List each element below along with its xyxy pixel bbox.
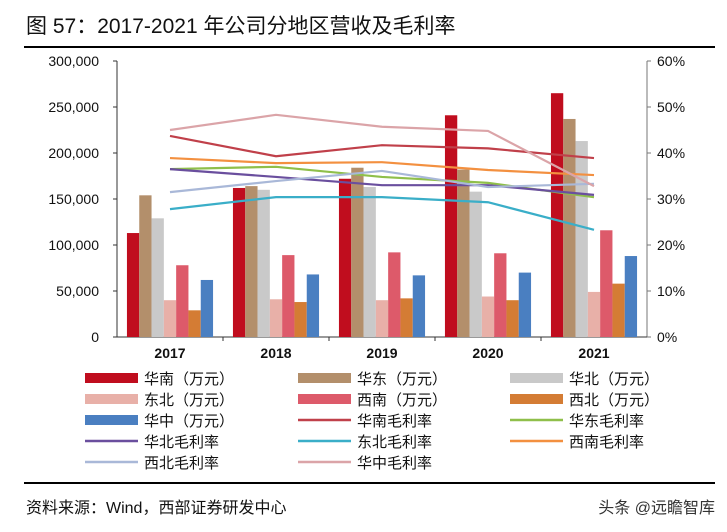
figure-title: 图 57：2017-2021 年公司分地区营收及毛利率 (26, 15, 456, 38)
right-tick-label: 20% (657, 237, 685, 253)
legend-label: 华南（万元） (144, 371, 234, 388)
bar-2018-4 (282, 255, 295, 337)
bar-2017-6 (200, 279, 214, 337)
bar-2018-5 (294, 302, 307, 337)
bar-2020-2 (469, 191, 482, 337)
x-tick-label: 2021 (578, 345, 609, 361)
chart-svg: 0 50,000 100,000 150,000 200,000 250,000 300,0… (48, 53, 685, 472)
legend-swatch (510, 373, 563, 383)
x-tick-label: 2018 (260, 345, 291, 361)
bar-2019-0 (338, 178, 352, 337)
bar-2021-6 (624, 256, 638, 337)
legend-label: 华东毛利率 (569, 413, 644, 430)
bar-2020-6 (518, 272, 532, 337)
right-tick-label: 60% (657, 53, 685, 69)
x-tick-label: 2020 (472, 345, 503, 361)
legend-label: 西北毛利率 (144, 455, 219, 472)
right-tick-label: 10% (657, 283, 685, 299)
bar-2021-1 (563, 118, 576, 338)
legend-label: 华东（万元） (357, 371, 447, 388)
left-tick-label: 200,000 (48, 145, 99, 161)
legend-label: 华南毛利率 (357, 413, 432, 430)
bar-2021-0 (550, 93, 564, 337)
bar-2021-2 (575, 141, 588, 337)
legend-label: 华中毛利率 (357, 455, 432, 472)
bar-2019-1 (351, 167, 364, 337)
legend-label: 东北毛利率 (357, 434, 432, 451)
legend-label: 西南毛利率 (569, 434, 644, 451)
legend-swatch (298, 373, 351, 383)
legend-label: 华北毛利率 (144, 434, 219, 451)
watermark: 头条 @远瞻智库 (598, 500, 715, 517)
legend-label: 东北（万元） (144, 392, 234, 409)
legend-swatch (510, 394, 563, 404)
bar-2019-2 (363, 187, 376, 337)
legend-label: 西北（万元） (569, 392, 659, 409)
right-tick-label: 0% (657, 329, 677, 345)
x-tick-label: 2019 (366, 345, 397, 361)
bar-2020-1 (457, 169, 470, 337)
bar-2020-4 (494, 253, 507, 337)
bar-2017-1 (139, 195, 152, 337)
legend-label: 华北（万元） (569, 371, 659, 388)
left-tick-label: 250,000 (48, 99, 99, 115)
left-tick-label: 50,000 (56, 283, 99, 299)
line-series-6 (169, 113, 595, 188)
legend-swatch (298, 394, 351, 404)
right-tick-label: 30% (657, 191, 685, 207)
bar-2017-3 (163, 300, 177, 337)
bar-2021-4 (600, 230, 613, 337)
bar-2018-6 (306, 274, 320, 337)
line-series-4 (169, 156, 595, 177)
line-series-5 (169, 169, 595, 194)
bar-2018-1 (245, 186, 258, 337)
line-series-3 (169, 196, 595, 231)
left-tick-label: 0 (91, 329, 99, 345)
right-tick-label: 40% (657, 145, 685, 161)
left-tick-label: 150,000 (48, 191, 99, 207)
bar-2020-3 (481, 296, 495, 337)
line-series-0 (169, 134, 595, 160)
bar-2018-3 (269, 299, 283, 337)
bar-2017-4 (176, 265, 189, 337)
legend-label: 华中（万元） (144, 413, 234, 430)
bar-2019-3 (375, 300, 389, 337)
line-series-2 (169, 168, 595, 196)
bar-2020-5 (506, 300, 519, 337)
bar-2018-2 (257, 189, 270, 337)
bar-2019-5 (400, 298, 413, 337)
bar-2018-0 (232, 187, 246, 337)
legend-swatch (85, 415, 138, 425)
legend-swatch (85, 373, 138, 383)
bar-2021-3 (587, 291, 601, 337)
bar-2017-5 (188, 310, 201, 337)
title-rule (24, 46, 715, 48)
bar-2021-5 (612, 283, 625, 337)
x-tick-label: 2017 (154, 345, 185, 361)
legend-swatch (85, 394, 138, 404)
right-tick-label: 50% (657, 99, 685, 115)
bar-2019-6 (412, 275, 426, 337)
bar-2017-0 (126, 233, 140, 337)
legend-label: 西南（万元） (357, 392, 447, 409)
bar-2019-4 (388, 252, 401, 337)
footer-rule (24, 482, 715, 484)
left-tick-label: 100,000 (48, 237, 99, 253)
left-tick-label: 300,000 (48, 53, 99, 69)
bar-2017-2 (151, 218, 164, 337)
bar-2020-0 (444, 115, 458, 337)
source-note: 资料来源：Wind，西部证券研发中心 (26, 500, 287, 517)
